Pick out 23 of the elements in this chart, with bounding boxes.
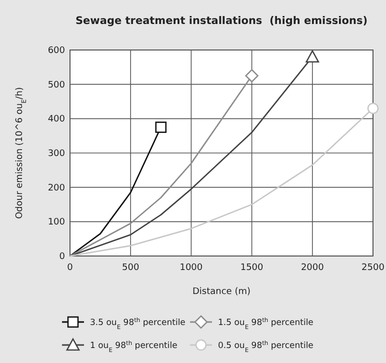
x-tick-label: 1500 xyxy=(240,263,264,273)
y-tick-label: 300 xyxy=(48,149,66,159)
x-tick-label: 2500 xyxy=(362,263,385,273)
y-tick-label: 400 xyxy=(48,114,66,125)
point xyxy=(245,69,258,82)
legend-label: 0.5 ou$_{E}$ 98$^{th}$ percentile xyxy=(218,340,314,354)
x-tick-label: 1000 xyxy=(180,263,203,273)
point xyxy=(367,102,379,114)
x-axis-title: Distance (m) xyxy=(192,287,251,297)
x-tick-label: 2000 xyxy=(300,263,324,273)
x-tick-label: 500 xyxy=(122,263,140,273)
legend-label: 1 ou$_{E}$ 98$^{th}$ percentile xyxy=(90,340,178,354)
legend-label: 1.5 ou$_{E}$ 98$^{th}$ percentile xyxy=(218,316,314,330)
y-tick-label: 200 xyxy=(48,183,66,194)
point xyxy=(155,122,167,133)
point xyxy=(306,50,320,63)
chart-title: Sewage treatment installations (high emissions) xyxy=(76,15,368,27)
legend-label: 3.5 ou$_{E}$ 98$^{th}$ percentile xyxy=(90,316,186,330)
y-tick-label: 500 xyxy=(48,80,66,90)
x-tick-label: 0 xyxy=(67,263,74,273)
y-tick-label: 0 xyxy=(59,252,66,262)
y-tick-label: 600 xyxy=(48,46,66,56)
y-tick-label: 100 xyxy=(48,218,66,228)
